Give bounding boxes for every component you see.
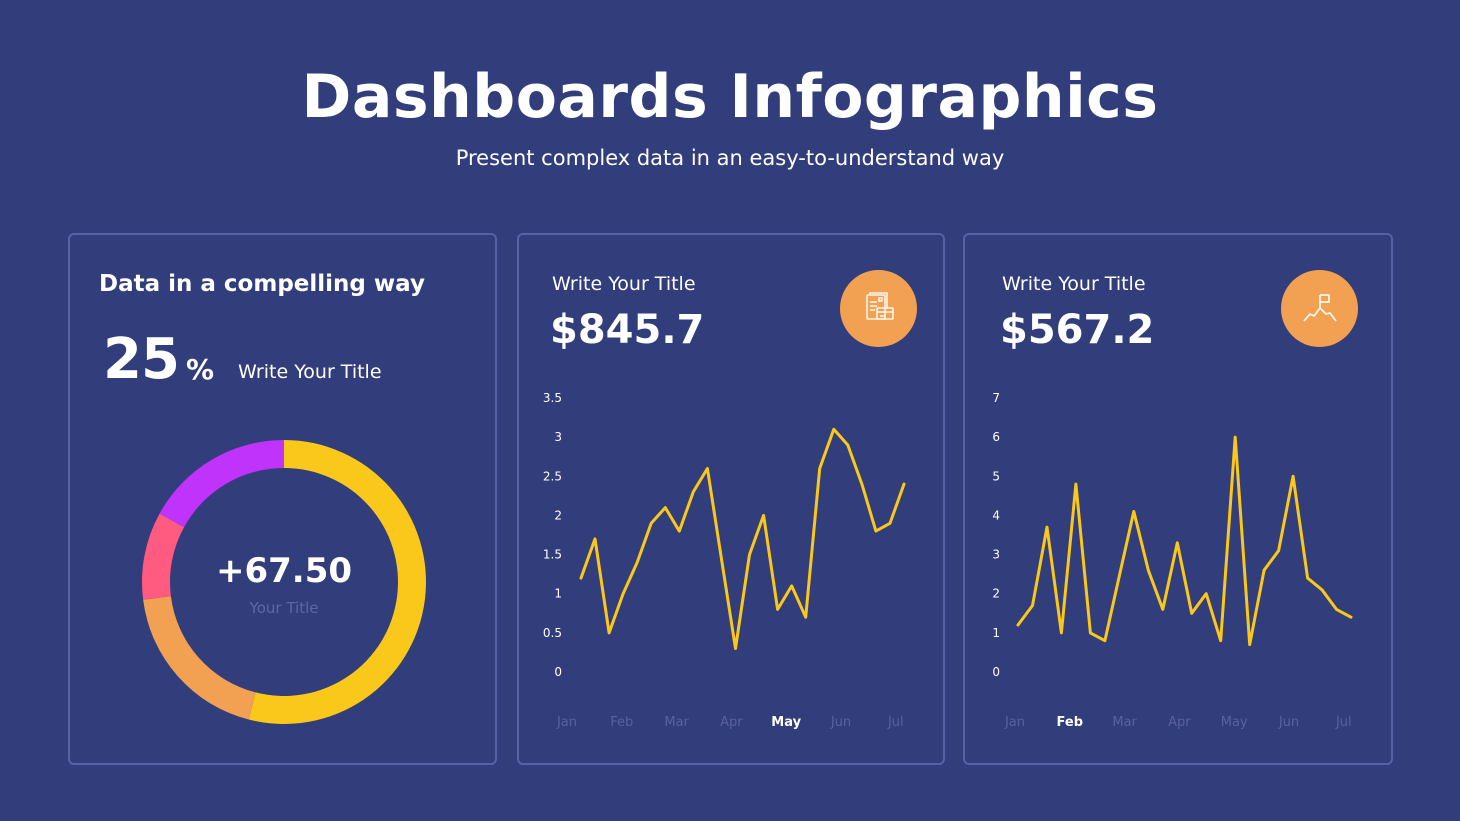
donut-card: Data in a compelling way 25 % Write Your…: [68, 233, 497, 765]
x-tick-label: Jul: [887, 715, 904, 730]
x-tick-label: Apr: [720, 715, 743, 730]
x-tick-label: Jan: [1004, 715, 1025, 730]
y-tick-label: 1.5: [543, 548, 562, 562]
percent-label: Write Your Title: [238, 361, 382, 383]
card-amount: $567.2: [1000, 307, 1155, 353]
x-tick-label: Apr: [1168, 715, 1191, 730]
donut-slice: [248, 440, 426, 724]
page-title: Dashboards Infographics: [301, 62, 1159, 132]
donut-center-label: Your Title: [249, 599, 319, 617]
line-series: [579, 427, 906, 650]
x-tick-label: May: [1221, 715, 1248, 730]
line-chart-right: 0 1 2 3 4 5 6 7 Jan Feb Mar Apr May Jun Jul: [992, 391, 1353, 730]
y-tick-label: 6: [992, 430, 1000, 444]
y-tick-label: 2: [554, 508, 562, 522]
donut-slice: [159, 440, 284, 528]
card-title: Write Your Title: [1002, 273, 1146, 295]
x-tick-label: Mar: [664, 715, 689, 730]
line-chart-mid: 0 0.5 1 1.5 2 2.5 3 3.5 Jan Feb Mar Apr May Jun Jul: [543, 391, 906, 730]
y-tick-label: 1: [554, 587, 562, 601]
y-tick-label: 4: [992, 508, 1000, 522]
y-tick-label: 0.5: [543, 626, 562, 640]
x-tick-label: Jun: [1278, 715, 1299, 730]
donut-chart: +67.50 Your Title: [140, 438, 428, 726]
y-tick-label: 0: [554, 665, 562, 679]
donut-svg: [142, 440, 426, 724]
line-series: [1016, 435, 1353, 647]
donut-slice: [142, 513, 185, 600]
page-subtitle: Present complex data in an easy-to-under…: [455, 146, 1005, 170]
x-tick-label: May: [771, 715, 801, 730]
y-tick-label: 2.5: [543, 469, 562, 483]
y-tick-label: 7: [992, 391, 1000, 405]
y-tick-label: 3.5: [543, 391, 562, 405]
percent-value: 25: [103, 327, 180, 392]
percent-sign: %: [186, 353, 215, 386]
card-title: Write Your Title: [552, 273, 696, 295]
sales-card: 0 1 2 3 4 5 6 7 Jan Feb Mar Apr May Jun Jul Write Your…: [963, 233, 1393, 765]
y-tick-label: 3: [554, 430, 562, 444]
x-tick-label: Feb: [610, 715, 633, 730]
y-tick-label: 2: [992, 587, 1000, 601]
invoice-card-icon: [840, 270, 917, 347]
y-tick-label: 3: [992, 548, 1000, 562]
card-amount: $845.7: [550, 307, 705, 353]
x-tick-label: Feb: [1057, 715, 1083, 730]
card-heading: Data in a compelling way: [99, 271, 425, 297]
y-tick-label: 5: [992, 469, 1000, 483]
y-tick-label: 0: [992, 665, 1000, 679]
x-tick-label: Jul: [1335, 715, 1352, 730]
donut-slice: [143, 596, 256, 720]
revenue-card: 0 0.5 1 1.5 2 2.5 3 3.5 Jan Feb Mar Apr May Jun Jul Wr…: [517, 233, 945, 765]
x-tick-label: Jun: [830, 715, 851, 730]
x-tick-label: Mar: [1112, 715, 1137, 730]
mountain-flag-icon: [1281, 270, 1358, 347]
y-tick-label: 1: [992, 626, 1000, 640]
x-tick-label: Jan: [556, 715, 577, 730]
donut-center-value: +67.50: [215, 551, 353, 591]
